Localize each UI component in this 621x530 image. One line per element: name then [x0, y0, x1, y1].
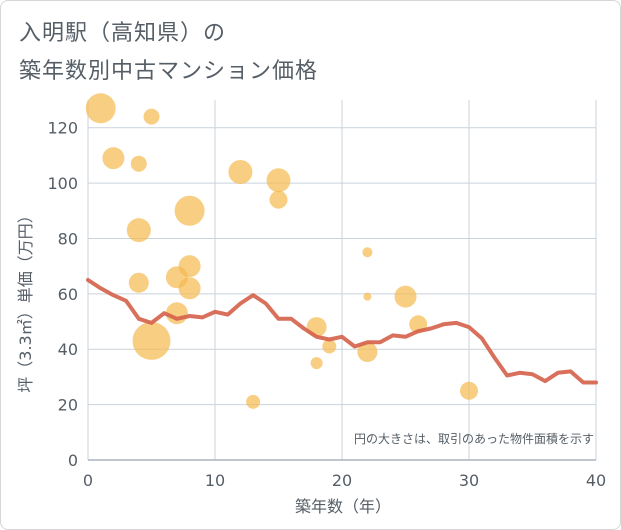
size-note: 円の大きさは、取引のあった物件面積を示す: [354, 431, 594, 446]
data-point: [322, 339, 337, 354]
data-point: [85, 93, 116, 124]
x-tick-label: 40: [586, 471, 606, 490]
x-axis-label: 築年数（年）: [295, 497, 391, 516]
y-tick-label: 20: [58, 396, 78, 415]
y-axis-label: 坪（3.3㎡）単価（万円）: [16, 207, 35, 392]
data-point: [126, 218, 151, 243]
data-point: [246, 394, 261, 409]
avg-line-layer: [86, 278, 598, 385]
data-point: [132, 321, 171, 360]
x-tick-label: 20: [332, 471, 352, 490]
data-point: [178, 255, 201, 278]
x-tick-label: 0: [83, 471, 93, 490]
x-tick-label: 30: [459, 471, 479, 490]
grid-lines: [87, 100, 597, 461]
y-tick-label: 80: [58, 229, 78, 248]
data-point: [228, 160, 253, 184]
data-point: [460, 381, 478, 400]
data-point: [357, 342, 378, 362]
data-point: [102, 147, 125, 170]
data-point: [178, 277, 201, 300]
data-point: [362, 247, 373, 258]
y-tick-label: 60: [58, 285, 78, 304]
data-point: [269, 190, 288, 209]
chart-title-line1: 入明駅（高知県）の: [19, 21, 227, 46]
data-point: [143, 108, 160, 125]
y-tick-label: 0: [68, 451, 78, 470]
y-tick-label: 120: [47, 119, 78, 138]
x-tick-label: 10: [205, 471, 225, 490]
data-point: [394, 285, 417, 308]
data-point: [128, 272, 149, 293]
y-tick-label: 40: [58, 340, 78, 359]
y-tick-label: 100: [47, 174, 78, 193]
data-point: [310, 357, 323, 370]
tick-labels: 0 20 40 60 80 100 120 0 10 20 30 40: [47, 119, 606, 490]
data-point: [174, 195, 205, 226]
average-line: [86, 278, 598, 385]
data-point: [363, 292, 372, 301]
bubble-layer: [85, 93, 478, 409]
data-point: [266, 168, 291, 193]
data-point: [130, 155, 147, 172]
chart-title-line2: 築年数別中古マンション価格: [19, 59, 319, 84]
